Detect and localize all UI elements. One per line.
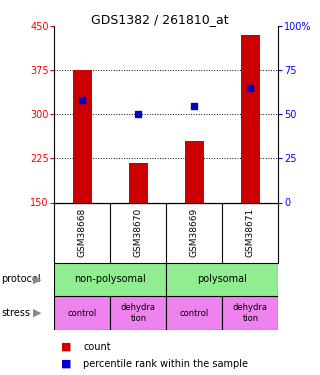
Bar: [222, 296, 278, 330]
Text: count: count: [83, 342, 111, 352]
Text: GDS1382 / 261810_at: GDS1382 / 261810_at: [91, 13, 229, 26]
Text: control: control: [68, 309, 97, 318]
Text: ■: ■: [61, 359, 71, 369]
Text: stress: stress: [2, 308, 31, 318]
Text: protocol: protocol: [2, 274, 41, 284]
Text: ▶: ▶: [33, 308, 41, 318]
Bar: [129, 162, 148, 202]
Text: GSM38671: GSM38671: [246, 208, 255, 257]
Bar: [54, 262, 166, 296]
Bar: [166, 296, 222, 330]
Text: ■: ■: [61, 342, 71, 352]
Text: GSM38669: GSM38669: [190, 208, 199, 257]
Bar: [110, 296, 166, 330]
Text: dehydra
tion: dehydra tion: [121, 303, 156, 323]
Bar: [241, 35, 260, 203]
Bar: [73, 70, 92, 202]
Text: control: control: [180, 309, 209, 318]
Text: ▶: ▶: [33, 274, 41, 284]
Text: non-polysomal: non-polysomal: [75, 274, 146, 284]
Bar: [54, 296, 110, 330]
Text: percentile rank within the sample: percentile rank within the sample: [83, 359, 248, 369]
Text: GSM38668: GSM38668: [78, 208, 87, 257]
Bar: [185, 141, 204, 202]
Bar: [166, 262, 278, 296]
Text: polysomal: polysomal: [197, 274, 247, 284]
Text: dehydra
tion: dehydra tion: [233, 303, 268, 323]
Text: GSM38670: GSM38670: [134, 208, 143, 257]
